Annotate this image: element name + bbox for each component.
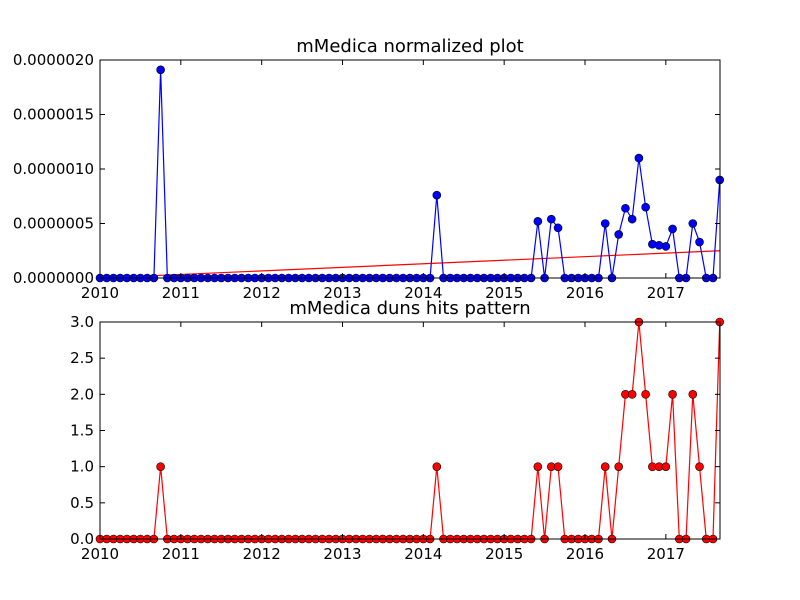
data-point (641, 390, 650, 399)
x-tick-label: 2010 (81, 545, 119, 563)
data-point (634, 153, 644, 163)
x-tick-label: 2016 (566, 545, 604, 563)
data-point (614, 230, 623, 239)
x-tick-label: 2015 (485, 545, 523, 563)
y-tick-label: 0.0000020 (13, 51, 94, 69)
data-point (695, 237, 704, 247)
x-tick-label: 2017 (647, 545, 685, 563)
x-tick-label: 2013 (323, 545, 361, 563)
chart-title: mMedica duns hits pattern (289, 298, 530, 319)
data-point (533, 462, 543, 471)
series-line (100, 321, 721, 540)
data-point (688, 390, 698, 399)
x-tick-label: 2016 (566, 284, 604, 302)
data-point (668, 224, 677, 234)
data-point (156, 65, 165, 75)
data-point (661, 462, 671, 471)
chart-duns-hits: mMedica duns hits pattern 2010 2011 2012 20… (70, 298, 725, 563)
data-point (641, 202, 650, 212)
x-tick-label: 2010 (81, 284, 119, 302)
data-point (600, 462, 610, 471)
data-point (553, 462, 563, 471)
y-tick-label: 0.0000000 (13, 269, 94, 287)
x-tick-label: 2015 (485, 284, 523, 302)
data-point (600, 219, 610, 228)
y-tick-label: 1.0 (70, 458, 94, 476)
data-point (695, 462, 704, 471)
data-point (156, 462, 165, 471)
data-point (668, 390, 677, 399)
data-point (432, 462, 442, 471)
plot-frame (99, 321, 721, 540)
data-point (547, 214, 556, 224)
data-point (627, 390, 637, 399)
data-point (688, 219, 698, 228)
x-tick-label: 2014 (404, 545, 442, 563)
y-tick-label: 3.0 (70, 313, 94, 331)
x-tick-label: 2011 (162, 545, 200, 563)
x-tick-label: 2012 (243, 284, 281, 302)
data-point (533, 217, 543, 226)
plot-frame (99, 59, 721, 279)
data-point (621, 203, 630, 213)
x-tick-label: 2014 (404, 284, 442, 302)
data-point (661, 242, 671, 251)
y-tick-label: 0.0000015 (13, 106, 94, 124)
y-tick-label: 2.5 (70, 349, 94, 367)
data-point (432, 190, 442, 200)
series-line (100, 69, 721, 279)
x-tick-label: 2017 (647, 284, 685, 302)
x-tick-label: 2012 (243, 545, 281, 563)
y-tick-label: 0.5 (70, 494, 94, 512)
y-tick-label: 0.0000005 (13, 215, 94, 233)
y-tick-label: 1.5 (70, 422, 94, 440)
x-tick-label: 2013 (323, 284, 361, 302)
chart-title: mMedica normalized plot (296, 36, 523, 57)
y-tick-label: 0.0000010 (13, 160, 94, 178)
x-tick-label: 2011 (162, 284, 200, 302)
data-point (614, 462, 623, 471)
data-point (627, 214, 637, 224)
data-point (553, 223, 563, 233)
y-tick-label: 0.0 (70, 530, 94, 548)
chart-normalized-plot: mMedica normalized plot 2010 2011 2012 2013… (13, 36, 725, 302)
y-tick-label: 2.0 (70, 385, 94, 403)
trend-line (99, 250, 720, 279)
